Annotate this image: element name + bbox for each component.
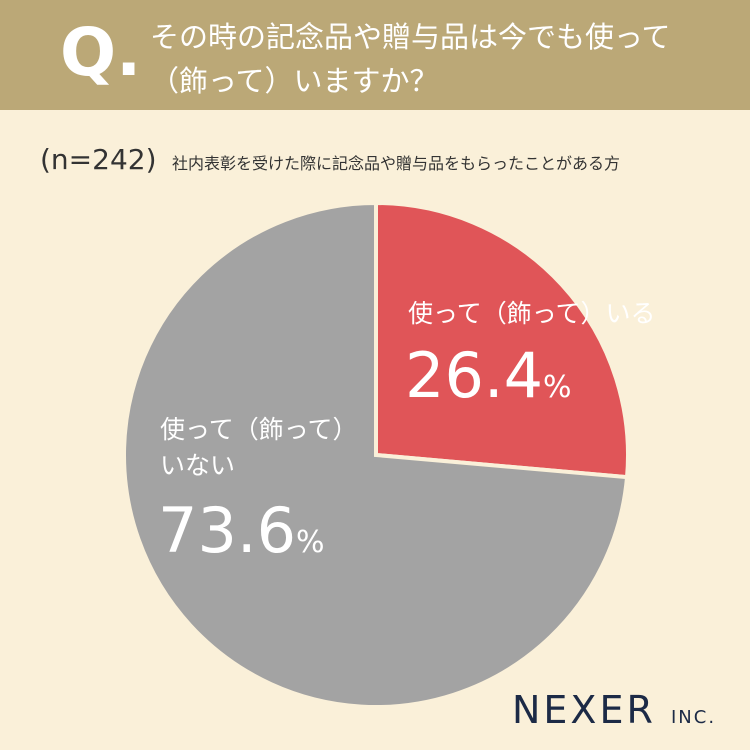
brand: NEXER INC. [512, 688, 716, 732]
subtitle: 社内表彰を受けた際に記念品や贈与品をもらったことがある方 [172, 154, 621, 173]
title-line: その時の記念品や贈与品は今でも使って [150, 20, 671, 54]
header: Q. その時の記念品や贈与品は今でも使って （飾って）いますか？ [0, 0, 750, 110]
pie-slice [122, 200, 630, 709]
title-line: （飾って）いますか？ [150, 64, 439, 98]
value-label: 26.4% [405, 339, 572, 412]
q-mark: Q. [60, 14, 142, 91]
value-label: 73.6% [158, 494, 325, 567]
pie-slice [374, 200, 630, 480]
brand-name: NEXER [512, 688, 656, 732]
brand-suffix: INC. [670, 707, 717, 728]
slice-label: 使って（飾って）いない [160, 415, 358, 480]
sample-size: (n=242) [40, 143, 157, 176]
slice-label: 使って（飾って）いる [408, 299, 656, 328]
